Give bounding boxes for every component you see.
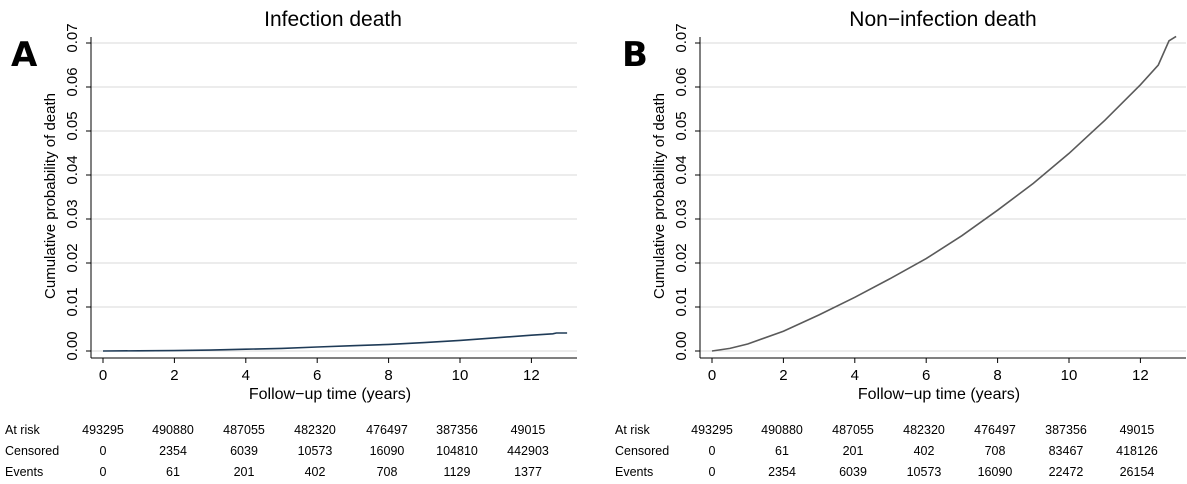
risk-table-cell: 61 xyxy=(166,465,180,479)
risk-table-cell: 26154 xyxy=(1120,465,1155,479)
risk-table-row-label: Censored xyxy=(615,444,669,458)
panel-letter: B xyxy=(622,35,648,75)
risk-table-cell: 16090 xyxy=(978,465,1013,479)
panel-a: A Infection death 0.00 0.01 0.02 0.03 0.04 0.05… xyxy=(5,8,577,479)
y-axis-label: Cumulative probability of death xyxy=(651,93,668,299)
y-tick-label: 0.02 xyxy=(64,243,81,272)
risk-table-cell: 83467 xyxy=(1049,444,1084,458)
x-tick-label: 0 xyxy=(99,367,107,384)
risk-table-cell: 490880 xyxy=(152,423,194,437)
risk-table-cell: 10573 xyxy=(907,465,942,479)
risk-table-cell: 487055 xyxy=(832,423,874,437)
y-tick-label: 0.03 xyxy=(64,199,81,228)
risk-table-cell: 387356 xyxy=(436,423,478,437)
x-tick-label: 8 xyxy=(993,367,1001,384)
risk-table-cell: 104810 xyxy=(436,444,478,458)
risk-table-cell: 201 xyxy=(234,465,255,479)
risk-table-cell: 2354 xyxy=(768,465,796,479)
x-tick-label: 4 xyxy=(851,367,859,384)
risk-table-cell: 0 xyxy=(100,444,107,458)
risk-table-row-label: Events xyxy=(5,465,43,479)
risk-table-cell: 10573 xyxy=(298,444,333,458)
y-tick-label: 0.04 xyxy=(64,155,81,184)
risk-table-cell: 476497 xyxy=(974,423,1016,437)
y-tick-label: 0.00 xyxy=(64,331,81,360)
chart-title: Non−infection death xyxy=(849,8,1036,31)
risk-table-cell: 493295 xyxy=(691,423,733,437)
x-tick-label: 12 xyxy=(523,367,540,384)
x-tick-label: 0 xyxy=(708,367,716,384)
risk-table-cell: 0 xyxy=(709,444,716,458)
x-axis-label: Follow−up time (years) xyxy=(249,386,411,403)
risk-table-cell: 493295 xyxy=(82,423,124,437)
risk-table-row-label: At risk xyxy=(615,423,650,437)
risk-table-cell: 61 xyxy=(775,444,789,458)
risk-table-cell: 1377 xyxy=(514,465,542,479)
y-tick-label: 0.07 xyxy=(673,23,690,52)
y-tick-label: 0.01 xyxy=(64,287,81,316)
y-tick-label: 0.03 xyxy=(673,199,690,228)
panel-b: B Non−infection death 0.00 0.01 0.02 0.03 0.04… xyxy=(615,8,1186,479)
x-tick-label: 10 xyxy=(452,367,469,384)
x-tick-label: 4 xyxy=(242,367,250,384)
risk-table-cell: 482320 xyxy=(294,423,336,437)
risk-table-cell: 418126 xyxy=(1116,444,1158,458)
risk-table-cell: 490880 xyxy=(761,423,803,437)
y-tick-label: 0.00 xyxy=(673,331,690,360)
panel-letter: A xyxy=(11,35,38,75)
x-tick-label: 6 xyxy=(313,367,321,384)
risk-table-cell: 476497 xyxy=(366,423,408,437)
y-tick-label: 0.05 xyxy=(64,111,81,140)
risk-table-cell: 2354 xyxy=(159,444,187,458)
risk-table-cell: 0 xyxy=(709,465,716,479)
y-tick-label: 0.05 xyxy=(673,111,690,140)
risk-table-cell: 487055 xyxy=(223,423,265,437)
x-axis-label: Follow−up time (years) xyxy=(858,386,1020,403)
risk-table-cell: 482320 xyxy=(903,423,945,437)
x-tick-label: 2 xyxy=(779,367,787,384)
risk-table-cell: 402 xyxy=(305,465,326,479)
x-tick-label: 8 xyxy=(384,367,392,384)
risk-table-row-label: Censored xyxy=(5,444,59,458)
risk-table-cell: 708 xyxy=(377,465,398,479)
risk-table-cell: 6039 xyxy=(839,465,867,479)
risk-table-cell: 49015 xyxy=(1120,423,1155,437)
x-tick-label: 12 xyxy=(1132,367,1149,384)
y-tick-label: 0.01 xyxy=(673,287,690,316)
x-tick-label: 6 xyxy=(922,367,930,384)
y-tick-label: 0.06 xyxy=(673,67,690,96)
series-line xyxy=(102,332,568,352)
y-tick-label: 0.02 xyxy=(673,243,690,272)
chart-title: Infection death xyxy=(264,8,402,31)
risk-table-cell: 402 xyxy=(914,444,935,458)
risk-table-cell: 49015 xyxy=(511,423,546,437)
risk-table-row-label: Events xyxy=(615,465,653,479)
x-tick-label: 10 xyxy=(1061,367,1078,384)
x-tick-label: 2 xyxy=(170,367,178,384)
y-tick-label: 0.07 xyxy=(64,23,81,52)
risk-table-row-label: At risk xyxy=(5,423,40,437)
y-axis-label: Cumulative probability of death xyxy=(42,93,59,299)
risk-table-cell: 22472 xyxy=(1049,465,1084,479)
risk-table-cell: 0 xyxy=(100,465,107,479)
risk-table-cell: 201 xyxy=(843,444,864,458)
risk-table-cell: 387356 xyxy=(1045,423,1087,437)
risk-table-cell: 708 xyxy=(985,444,1006,458)
series-line xyxy=(711,35,1177,352)
risk-table-cell: 6039 xyxy=(230,444,258,458)
risk-table-cell: 442903 xyxy=(507,444,549,458)
risk-table-cell: 16090 xyxy=(370,444,405,458)
risk-table-cell: 1129 xyxy=(444,465,471,479)
y-tick-label: 0.04 xyxy=(673,155,690,184)
y-tick-label: 0.06 xyxy=(64,67,81,96)
